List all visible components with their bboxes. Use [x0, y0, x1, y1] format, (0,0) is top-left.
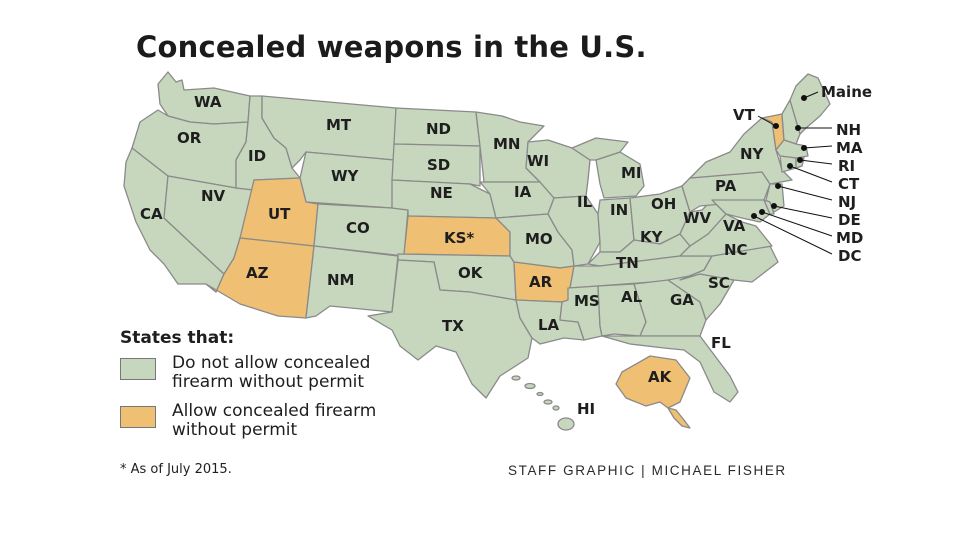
label-va: VA	[723, 217, 746, 235]
label-dc: DC	[838, 247, 861, 265]
legend-item-permit-required: Do not allow concealed firearm without p…	[120, 354, 412, 392]
label-ky: KY	[640, 228, 664, 246]
label-nd: ND	[426, 120, 451, 138]
label-al: AL	[621, 288, 643, 306]
state-mi-upper	[571, 137, 629, 161]
state-me	[789, 73, 831, 135]
label-ar: AR	[529, 273, 553, 291]
map-title: Concealed weapons in the U.S.	[136, 30, 647, 64]
state-il	[547, 195, 601, 267]
label-or: OR	[177, 129, 202, 147]
state-tx	[367, 259, 533, 399]
legend-item-no-permit: Allow concealed firearm without permit	[120, 402, 412, 440]
label-mi: MI	[621, 164, 642, 182]
state-wi	[525, 139, 591, 199]
label-mn: MN	[493, 135, 520, 153]
footnote: * As of July 2015.	[120, 462, 232, 477]
state-de	[763, 199, 775, 215]
legend-swatch-orange	[120, 406, 156, 428]
label-md: MD	[836, 229, 863, 247]
label-mt: MT	[326, 116, 352, 134]
legend-label-permit-required: Do not allow concealed firearm without p…	[172, 354, 412, 392]
state-wy	[299, 151, 395, 209]
state-fl	[601, 335, 739, 403]
label-ms: MS	[574, 292, 600, 310]
label-sc: SC	[708, 274, 730, 292]
northeast-callout-lines	[751, 91, 833, 255]
label-tx: TX	[442, 317, 464, 335]
state-nh	[781, 99, 801, 145]
label-la: LA	[538, 316, 560, 334]
label-ks: KS*	[444, 229, 474, 247]
credit-line: STAFF GRAPHIC | MICHAEL FISHER	[508, 463, 787, 478]
label-de: DE	[838, 211, 861, 229]
label-maine: Maine	[821, 83, 872, 101]
state-mi	[595, 151, 645, 199]
label-wy: WY	[331, 167, 360, 185]
label-fl: FL	[711, 334, 731, 352]
state-nc	[679, 245, 779, 283]
label-ct: CT	[838, 175, 860, 193]
label-sd: SD	[427, 156, 450, 174]
legend-label-line: Allow concealed firearm	[172, 401, 377, 421]
label-vt: VT	[733, 106, 756, 124]
label-ga: GA	[670, 291, 694, 309]
label-ca: CA	[140, 205, 163, 223]
label-id: ID	[248, 147, 266, 165]
legend-label-line: without permit	[172, 420, 298, 440]
label-ia: IA	[514, 183, 532, 201]
label-il: IL	[577, 193, 593, 211]
legend-label-line: Do not allow concealed	[172, 353, 371, 373]
legend-label-line: firearm without permit	[172, 372, 365, 392]
label-in: IN	[610, 201, 628, 219]
label-pa: PA	[715, 177, 737, 195]
state-hi	[511, 375, 575, 431]
label-nj: NJ	[838, 193, 856, 211]
label-ne: NE	[430, 184, 453, 202]
state-sd	[391, 143, 481, 187]
map-legend: States that: Do not allow concealed fire…	[120, 328, 412, 440]
legend-title: States that:	[120, 328, 235, 348]
label-ri: RI	[838, 157, 855, 175]
legend-label-no-permit: Allow concealed firearm without permit	[172, 402, 412, 440]
state-labels: WA OR CA NV ID MT WY UT AZ CO NM ND SD N…	[140, 83, 872, 418]
legend-swatch-green	[120, 358, 156, 380]
label-nh: NH	[836, 121, 861, 139]
label-co: CO	[346, 219, 370, 237]
label-ak: AK	[648, 368, 673, 386]
label-wa: WA	[194, 93, 222, 111]
label-ma: MA	[836, 139, 863, 157]
label-az: AZ	[246, 264, 269, 282]
label-wi: WI	[527, 152, 549, 170]
label-mo: MO	[525, 230, 553, 248]
label-hi: HI	[577, 400, 595, 418]
label-oh: OH	[651, 195, 676, 213]
state-ak-panhandle	[667, 407, 691, 429]
label-tn: TN	[616, 254, 639, 272]
label-nc: NC	[724, 241, 748, 259]
label-wv: WV	[683, 209, 712, 227]
label-ok: OK	[458, 264, 484, 282]
label-nv: NV	[201, 187, 226, 205]
label-ny: NY	[740, 145, 765, 163]
label-nm: NM	[327, 271, 354, 289]
label-ut: UT	[268, 205, 291, 223]
